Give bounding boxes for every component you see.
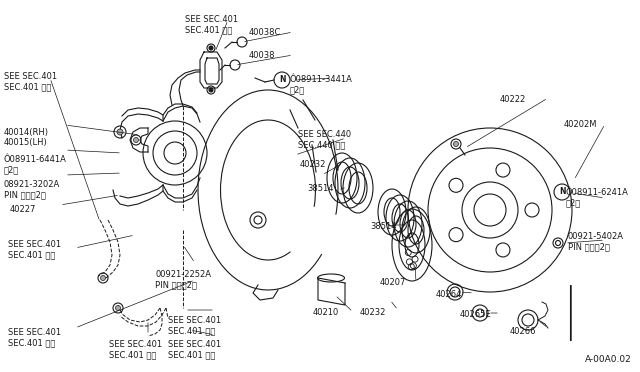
Text: 40210: 40210 — [313, 308, 339, 317]
Text: 38514: 38514 — [307, 184, 333, 193]
Text: 08921-3202A
PIN ピン（2）: 08921-3202A PIN ピン（2） — [4, 180, 60, 199]
Text: 40014(RH)
40015(LH): 40014(RH) 40015(LH) — [4, 128, 49, 147]
Text: SEE SEC.401
SEC.401 参照: SEE SEC.401 SEC.401 参照 — [168, 340, 221, 359]
Text: SEE SEC.401
SEC.401 参照: SEE SEC.401 SEC.401 参照 — [109, 340, 162, 359]
Text: 40232: 40232 — [360, 308, 387, 317]
Text: N: N — [559, 187, 565, 196]
Text: 40202M: 40202M — [564, 120, 598, 129]
Text: 40222: 40222 — [500, 95, 526, 104]
Text: 40265E: 40265E — [460, 310, 492, 319]
Text: 38514: 38514 — [370, 222, 397, 231]
Text: 40227: 40227 — [10, 205, 36, 214]
Text: SEE SEC.401
SEC.401 参照: SEE SEC.401 SEC.401 参照 — [185, 15, 238, 34]
Text: Ô08911-6241A
（2）: Ô08911-6241A （2） — [566, 188, 629, 208]
Text: N: N — [279, 76, 285, 84]
Text: Ô08911-3441A
（2）: Ô08911-3441A （2） — [290, 75, 353, 94]
Text: Ô08911-6441A
（2）: Ô08911-6441A （2） — [4, 155, 67, 174]
Text: SEE SEC.401
SEC.401 参照: SEE SEC.401 SEC.401 参照 — [4, 72, 57, 92]
Text: SEE SEC.440
SEC.440 参照: SEE SEC.440 SEC.440 参照 — [298, 130, 351, 150]
Circle shape — [209, 46, 213, 50]
Text: 40038: 40038 — [249, 51, 275, 60]
Circle shape — [115, 305, 120, 311]
Text: 40207: 40207 — [380, 278, 406, 287]
Circle shape — [454, 141, 458, 147]
Text: A-00A0.02: A-00A0.02 — [585, 355, 632, 364]
Text: 40266: 40266 — [510, 327, 536, 336]
Text: SEE SEC.401
SEC.401 参照: SEE SEC.401 SEC.401 参照 — [168, 316, 221, 336]
Circle shape — [209, 88, 213, 92]
Text: SEE SEC.401
SEC.401 参照: SEE SEC.401 SEC.401 参照 — [8, 240, 61, 259]
Text: 40038C: 40038C — [249, 28, 282, 37]
Text: 40232: 40232 — [300, 160, 326, 169]
Circle shape — [134, 138, 138, 142]
Circle shape — [100, 276, 106, 280]
Text: 00921-5402A
PIN ピン（2）: 00921-5402A PIN ピン（2） — [568, 232, 624, 251]
Text: 00921-2252A
PIN ピン（2）: 00921-2252A PIN ピン（2） — [155, 270, 211, 289]
Text: 40264: 40264 — [436, 290, 462, 299]
Circle shape — [117, 129, 123, 135]
Text: SEE SEC.401
SEC.401 参照: SEE SEC.401 SEC.401 参照 — [8, 328, 61, 347]
